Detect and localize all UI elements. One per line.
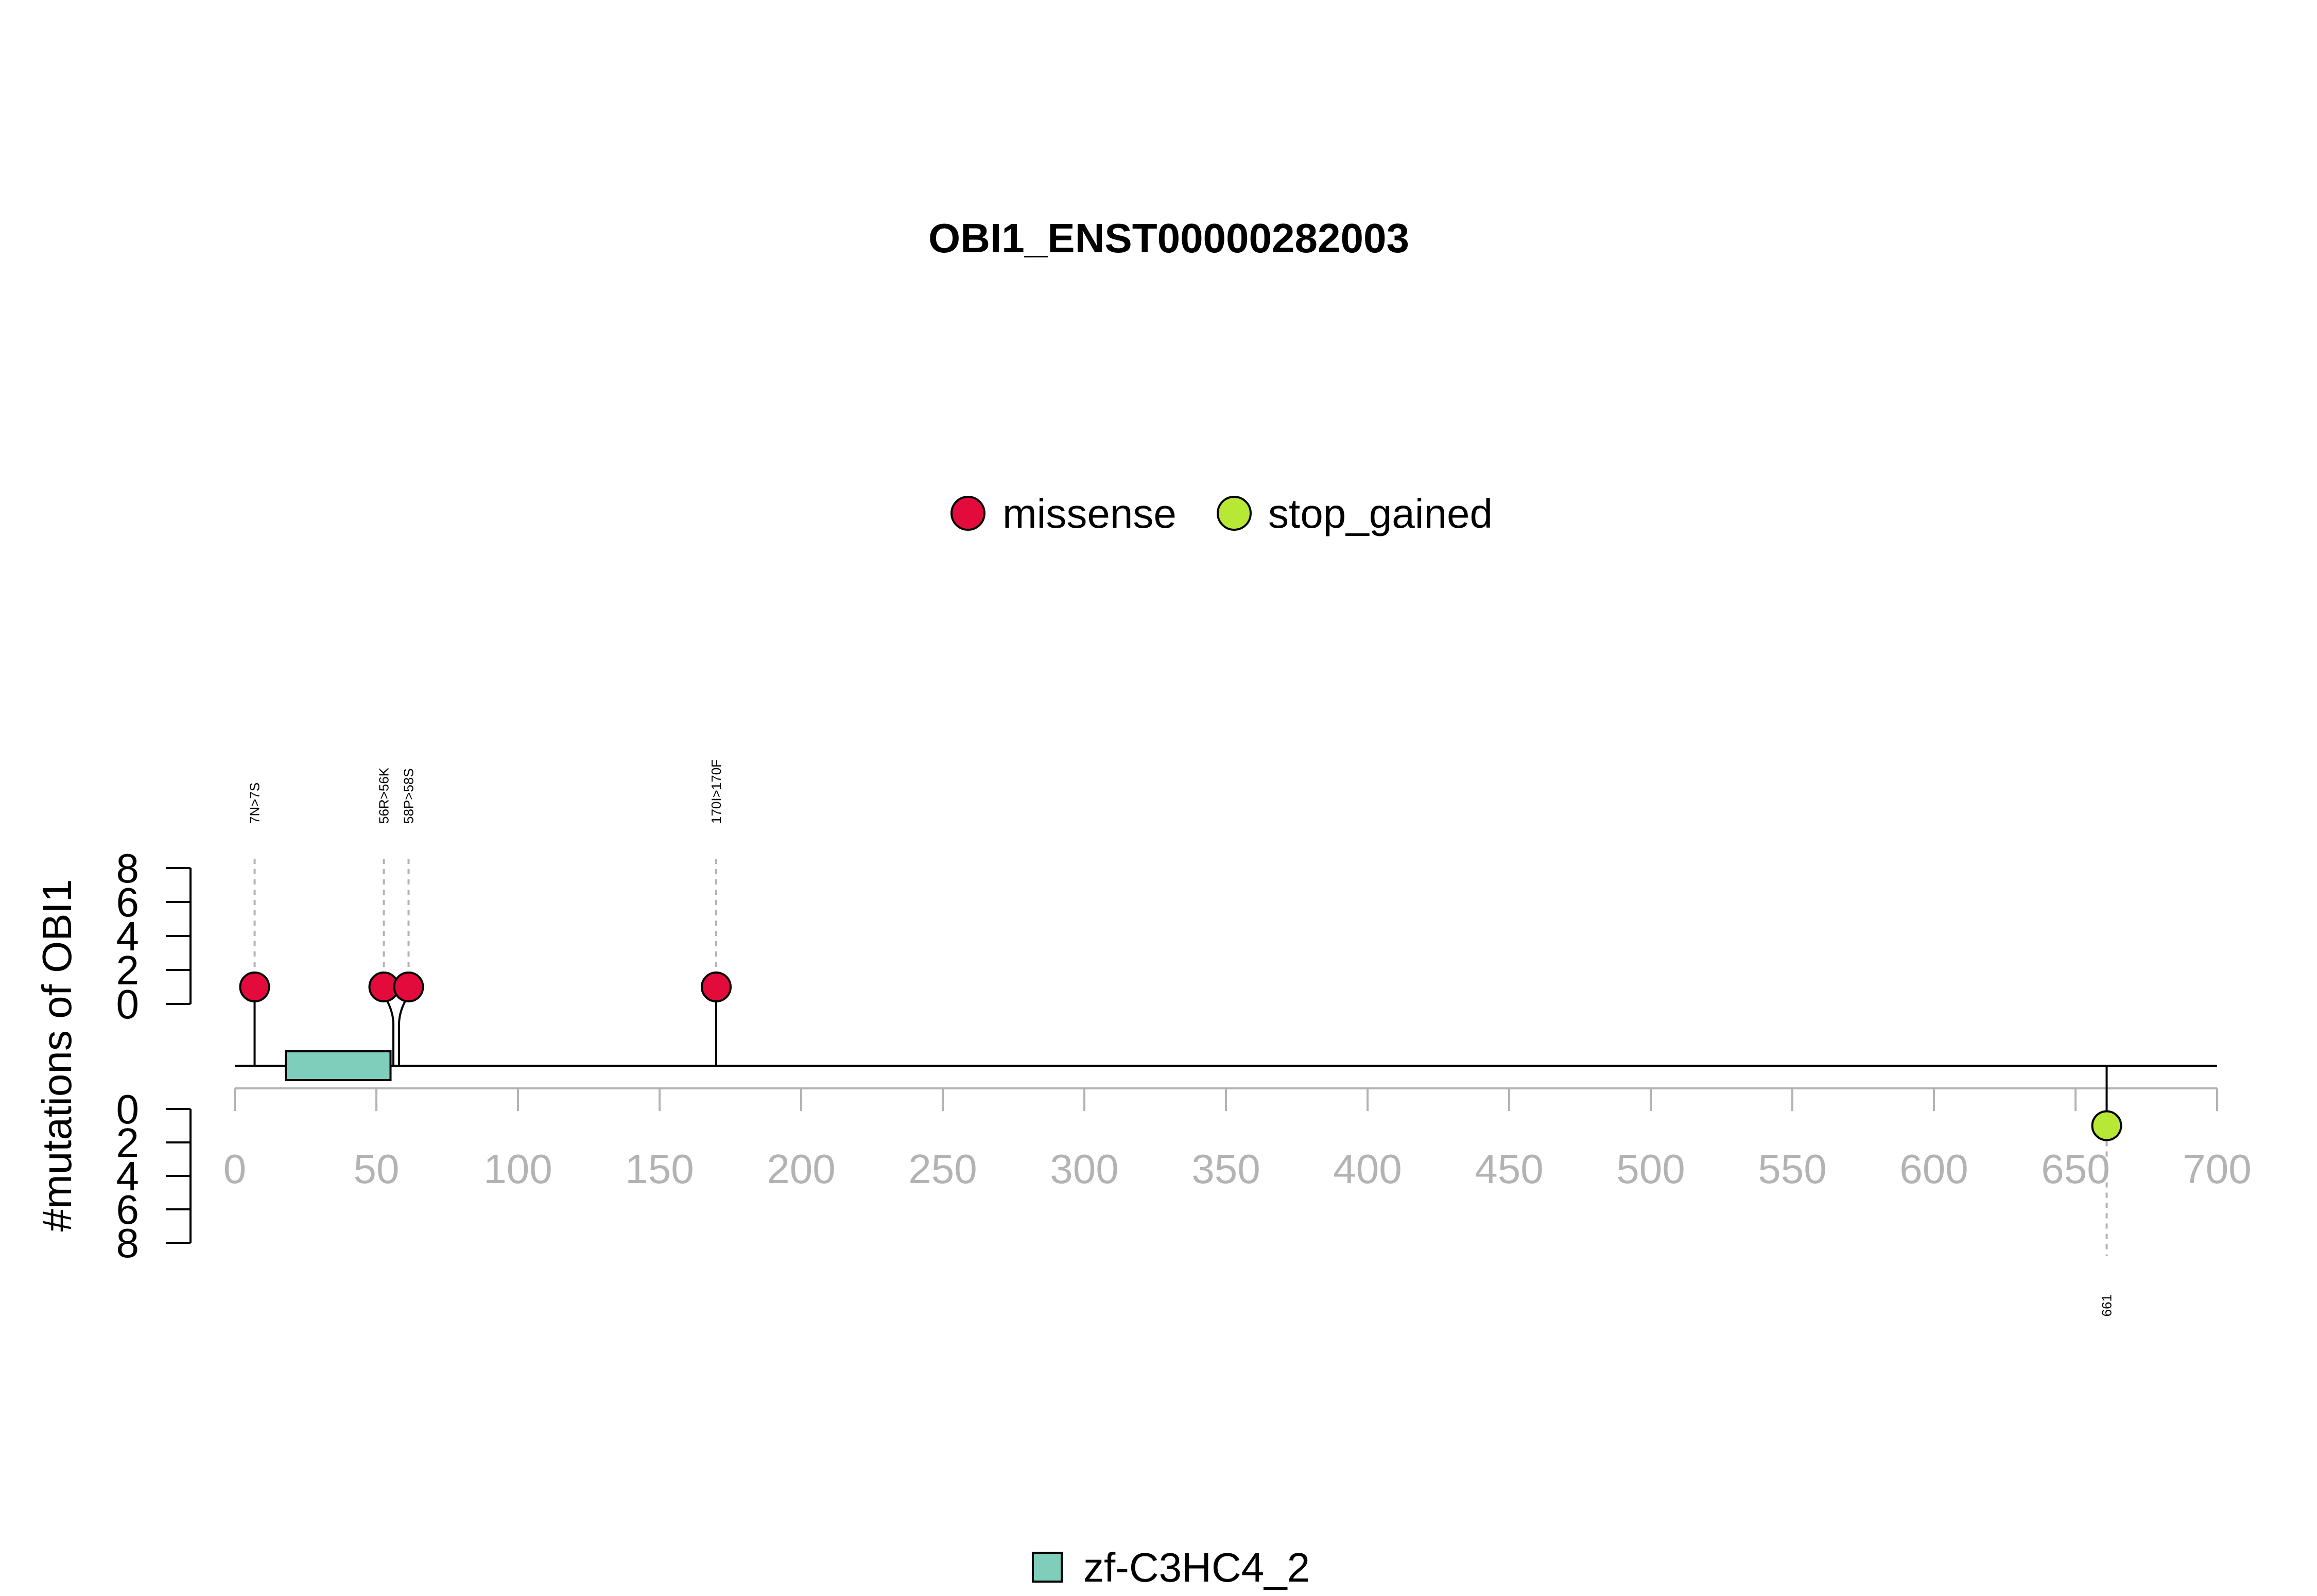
chart-title: OBI1_ENST00000282003 [928,215,1409,261]
y-tick-label-below-6: 6 [116,1187,140,1233]
x-tick-label-600: 600 [1899,1146,1968,1192]
lollipop-head-7 [239,972,270,1002]
mutation-type-legend: missense stop_gained [950,491,1493,536]
x-tick-label-700: 700 [2183,1146,2251,1192]
lollipop-head-170 [701,972,732,1002]
y-tick-label-above-0: 0 [116,981,140,1027]
x-tick-label-350: 350 [1191,1146,1260,1192]
y-tick-label-below-8: 8 [116,1220,140,1266]
lollipops-below: 661 [2091,1066,2122,1316]
y-axis-label: #mutations of OBI1 [34,879,80,1232]
domain-legend: zf-C3HC4_2 [1032,1545,1310,1590]
y-tick-label-below-4: 4 [116,1153,140,1199]
lollipops-above: 7N>7S 56R>56K 58P>58S 170I>170F [239,759,732,1066]
legend-marker-stop_gained [1217,496,1252,531]
mutation-label-58: 58P>58S [401,768,417,824]
x-tick-label-100: 100 [483,1146,552,1192]
x-tick-label-0: 0 [223,1146,247,1192]
x-tick-label-200: 200 [767,1146,835,1192]
mutation-label-below-661: 661 [2099,1294,2115,1316]
lollipop-head-58 [393,972,424,1002]
y-tick-label-below-2: 2 [116,1120,140,1166]
y-tick-label-below-0: 0 [116,1086,140,1132]
legend-label-stop_gained: stop_gained [1268,491,1493,536]
mutation-label-170: 170I>170F [708,759,724,824]
domain-zf-C3HC4_2 [285,1050,392,1081]
x-axis: 0 50 100 150 200 250 300 350 400 450 500 550 600 650 7… [223,1087,2252,1192]
y-tick-label-above-4: 4 [116,913,140,959]
y-tick-label-above-2: 2 [116,947,140,993]
x-tick-label-250: 250 [908,1146,977,1192]
mutation-label-7: 7N>7S [247,783,263,824]
legend-marker-missense [950,496,985,531]
mutation-label-56: 56R>56K [376,767,392,824]
y-tick-label-above-6: 6 [116,879,140,925]
y-tick-label-above-8: 8 [116,845,140,891]
x-tick-label-400: 400 [1333,1146,1402,1192]
lollipop-stem-58 [398,997,410,1066]
x-tick-label-650: 650 [2041,1146,2109,1192]
x-tick-label-450: 450 [1475,1146,1543,1192]
domain-legend-label-zf-C3HC4_2: zf-C3HC4_2 [1083,1545,1310,1590]
x-tick-label-550: 550 [1758,1146,1826,1192]
x-tick-label-150: 150 [625,1146,694,1192]
legend-label-missense: missense [1002,491,1177,536]
domain-legend-marker-zf-C3HC4_2 [1032,1552,1063,1583]
x-tick-label-50: 50 [354,1146,400,1192]
lollipop-head-below-661 [2091,1110,2122,1141]
protein-backbone [235,1050,2217,1081]
x-tick-label-300: 300 [1050,1146,1118,1192]
x-tick-label-500: 500 [1616,1146,1685,1192]
